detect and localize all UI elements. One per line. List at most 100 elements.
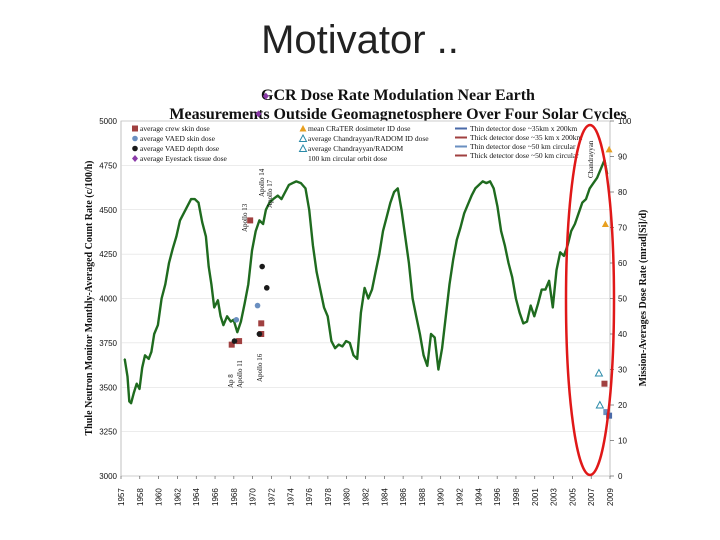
neutron-point-79: [400, 209, 403, 211]
neutron-point-117: [541, 289, 543, 291]
dose-point-17: [601, 380, 608, 387]
x-tick-label-15: 1986: [399, 488, 408, 506]
mission-label-apollo14: Apollo 14: [258, 168, 266, 197]
dose-point-12: [262, 92, 269, 100]
legend-marker-0: [132, 125, 138, 132]
neutron-point-103: [489, 180, 491, 182]
x-axis-ticks: 1957 1958 1960 1962 1964 1966 1968 1970 1972 1974…: [117, 476, 615, 506]
y-tick-label-2: 3500: [99, 383, 117, 392]
legend-label-5: average Chandrayyan/RADOM ID dose: [308, 134, 429, 143]
neutron-point-99: [474, 187, 476, 190]
neutron-point-18: [179, 219, 181, 221]
neutron-point-100: [478, 184, 480, 186]
x-tick-label-3: 1962: [173, 488, 182, 506]
neutron-point-82: [411, 297, 414, 300]
neutron-point-122: [559, 251, 561, 253]
dose-point-3: [258, 320, 265, 327]
dose-point-2: [247, 217, 254, 224]
neutron-point-105: [496, 205, 499, 207]
neutron-point-125: [570, 230, 572, 232]
x-tick-label-14: 1984: [380, 488, 389, 506]
y-tick-label-8: 5000: [99, 117, 117, 126]
mission-label-apollo16: Apollo 16: [256, 353, 264, 382]
neutron-point-115: [533, 315, 535, 317]
neutron-point-41: [258, 219, 260, 221]
legend-label-0: average crew skin dose: [140, 124, 210, 133]
dose-point-7: [231, 338, 238, 344]
neutron-point-7: [141, 367, 143, 369]
neutron-point-72: [375, 271, 377, 273]
neutron-point-132: [596, 177, 598, 179]
neutron-point-76: [389, 202, 392, 204]
neutron-point-116: [537, 303, 539, 305]
neutron-point-39: [251, 249, 253, 252]
y-tick-label-0: 3000: [99, 472, 117, 481]
highlight-ellipse: [564, 123, 616, 477]
neutron-point-108: [507, 262, 510, 264]
mission-label-apollo13: Apollo 13: [241, 203, 249, 232]
dose-point-0: [228, 341, 235, 348]
legend-marker-4: [299, 125, 307, 132]
mission-label-apollo17: Apollo 17: [266, 179, 274, 208]
neutron-point-68: [360, 312, 362, 314]
legend-label-2: average VAED depth dose: [140, 144, 220, 153]
neutron-point-49: [288, 184, 290, 186]
x-tick-label-24: 2005: [568, 488, 577, 506]
legend-label-11: Thick detector dose ~50 km circular: [470, 151, 579, 160]
x-tick-label-25: 2007: [587, 488, 596, 506]
legend-label-9: Thick detector dose ~35 km x 200km: [470, 133, 583, 142]
neutron-point-106: [500, 230, 502, 232]
neutron-point-24: [201, 221, 203, 223]
x-tick-label-23: 2003: [550, 488, 559, 506]
legend-label-4: mean CRaTER dosimeter ID dose: [308, 124, 411, 133]
neutron-point-81: [408, 262, 410, 264]
neutron-point-43: [265, 209, 267, 211]
neutron-point-10: [150, 351, 153, 353]
y-tick-label-1: 3250: [99, 428, 117, 437]
neutron-point-95: [459, 226, 462, 229]
x-tick-label-4: 1964: [192, 488, 201, 506]
neutron-point-30: [220, 315, 222, 317]
neutron-point-44: [268, 202, 271, 204]
neutron-point-120: [552, 306, 554, 308]
neutron-point-69: [363, 287, 366, 289]
neutron-point-130: [589, 187, 591, 190]
neutron-point-42: [262, 223, 264, 225]
neutron-point-110: [515, 297, 517, 300]
neutron-point-5: [136, 383, 138, 385]
neutron-point-131: [592, 182, 594, 184]
x-tick-label-22: 2001: [531, 488, 540, 506]
neutron-point-104: [493, 187, 495, 190]
legend-marker-5: [298, 133, 308, 142]
neutron-point-13: [160, 297, 163, 300]
legend-label-8: Thin detector dose ~35km x 200km: [470, 124, 577, 133]
dose-point-9: [259, 263, 265, 270]
neutron-point-129: [585, 198, 587, 200]
x-tick-label-26: 2009: [606, 488, 615, 506]
neutron-point-98: [471, 194, 473, 197]
legend-marker-2: [132, 145, 138, 152]
y2-axis-ticks: 0 10 20 30 40 50 60 70 80 90 100: [610, 117, 632, 481]
neutron-point-73: [378, 253, 380, 255]
neutron-point-21: [190, 198, 192, 200]
neutron-point-88: [434, 336, 436, 339]
neutron-point-33: [230, 320, 232, 323]
y2-tick-label-9: 90: [618, 153, 627, 162]
neutron-point-54: [308, 209, 310, 211]
neutron-point-56: [316, 271, 318, 273]
neutron-point-112: [522, 322, 524, 324]
neutron-point-75: [386, 216, 388, 218]
neutron-point-92: [448, 283, 451, 285]
dose-point-16: [595, 400, 605, 409]
neutron-point-87: [430, 333, 432, 335]
mission-label-chandrayyan: Chandrayyan: [587, 140, 595, 178]
neutron-point-109: [511, 276, 513, 278]
chart-title-line1: GCR Dose Rate Modulation Near Earth: [261, 87, 535, 104]
neutron-point-37: [244, 303, 246, 305]
neutron-point-51: [295, 180, 297, 182]
neutron-point-26: [208, 265, 210, 268]
y-axis-title: Thule Neutron Monitor Monthly-Averaged C…: [84, 161, 95, 436]
y-tick-label-3: 3750: [99, 339, 117, 348]
